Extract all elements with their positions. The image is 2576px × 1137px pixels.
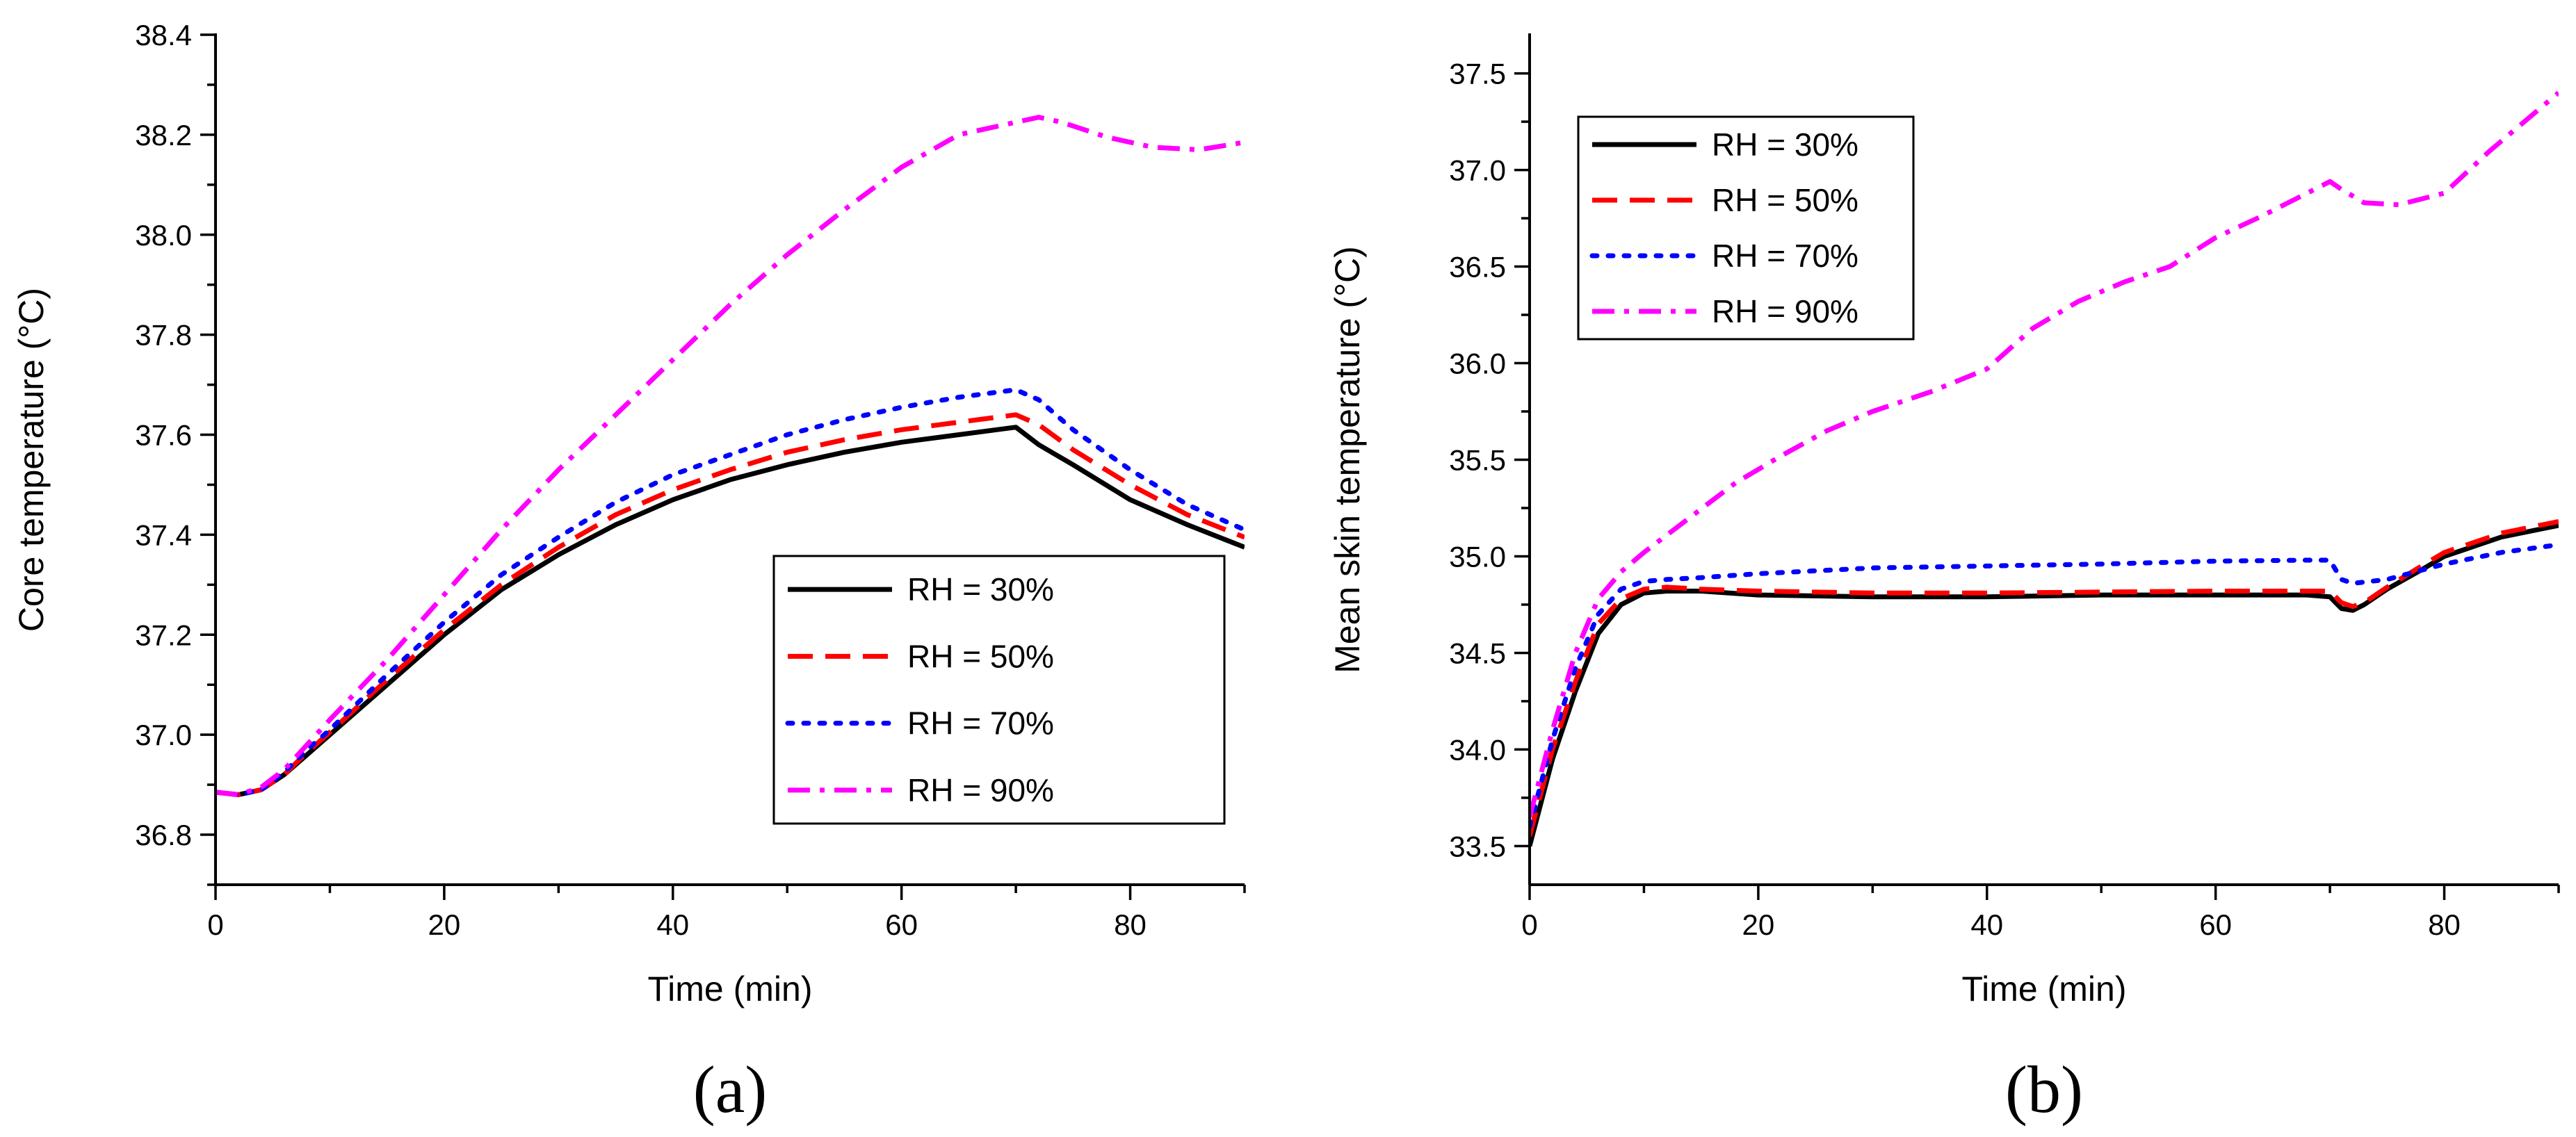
legend-label: RH = 30% — [1712, 126, 1858, 163]
x-tick-label: 20 — [428, 908, 461, 941]
legend-box — [1577, 115, 1915, 341]
x-tick-label: 0 — [1521, 908, 1537, 941]
series-line-30-rh — [1530, 523, 2559, 847]
chart-a-core-temperature: 0 20 40 60 80 36.8 37.0 37.2 37.4 37.6 37.8 38.0 38.… — [12, 19, 1246, 1127]
legend: RH = 30% RH = 50% RH = 70% RH = 90% — [772, 555, 1226, 825]
y-tick-label: 38.4 — [135, 19, 192, 51]
y-tick-label: 37.5 — [1449, 58, 1506, 90]
y-tick-label: 33.5 — [1449, 830, 1506, 862]
y-tick-label: 35.5 — [1449, 444, 1506, 477]
x-tick-label: 20 — [1742, 908, 1775, 941]
legend: RH = 30% RH = 50% RH = 70% RH = 90% — [1577, 115, 1915, 341]
y-tick-label: 34.0 — [1449, 733, 1506, 766]
y-tick-label: 38.2 — [135, 119, 192, 152]
legend-label: RH = 70% — [907, 705, 1054, 742]
y-tick-label: 34.5 — [1449, 637, 1506, 669]
y-tick-label: 37.0 — [135, 719, 192, 751]
legend-box — [772, 555, 1226, 825]
x-axis-label: Time (min) — [1961, 970, 2126, 1008]
y-tick-label: 37.0 — [1449, 154, 1506, 187]
legend-label: RH = 90% — [907, 772, 1054, 808]
y-tick-label: 37.6 — [135, 419, 192, 452]
legend-label: RH = 50% — [907, 638, 1054, 674]
y-axis-label: Core temperature (°C) — [12, 288, 51, 632]
series-line-70-rh — [216, 387, 1245, 797]
x-axis-label: Time (min) — [647, 970, 812, 1008]
series-line-70-rh — [1530, 542, 2559, 830]
y-tick-label: 37.4 — [135, 518, 192, 551]
chart-b-mean-skin-temperature: 0 20 40 60 80 33.5 34.0 34.5 35.0 35.5 36.0 36.5 37.… — [1328, 33, 2560, 1127]
y-axis-label: Mean skin temperature (°C) — [1328, 246, 1367, 673]
legend-label: RH = 70% — [1712, 238, 1858, 274]
x-tick-label: 60 — [2199, 908, 2232, 941]
x-tick-label: 60 — [885, 908, 918, 941]
y-tick-label: 36.0 — [1449, 347, 1506, 380]
legend-label: RH = 30% — [907, 571, 1054, 607]
y-tick-label: 37.8 — [135, 319, 192, 352]
x-tick-label: 40 — [656, 908, 689, 941]
y-tick-label: 38.0 — [135, 219, 192, 252]
x-tick-label: 0 — [207, 908, 223, 941]
y-tick-label: 37.2 — [135, 619, 192, 651]
series-line-90-rh — [216, 115, 1245, 797]
x-tick-label: 80 — [2428, 908, 2461, 941]
series-line-50-rh — [1530, 518, 2559, 837]
legend-label: RH = 50% — [1712, 182, 1858, 218]
y-tick-label: 36.5 — [1449, 251, 1506, 284]
series-line-90-rh — [1530, 90, 2559, 818]
legend-label: RH = 90% — [1712, 293, 1858, 329]
figure-caption: (a) — [693, 1052, 768, 1127]
y-tick-label: 35.0 — [1449, 540, 1506, 573]
x-tick-label: 40 — [1970, 908, 2003, 941]
figure-caption: (b) — [2005, 1052, 2083, 1127]
y-tick-label: 36.8 — [135, 819, 192, 851]
x-tick-label: 80 — [1114, 908, 1147, 941]
